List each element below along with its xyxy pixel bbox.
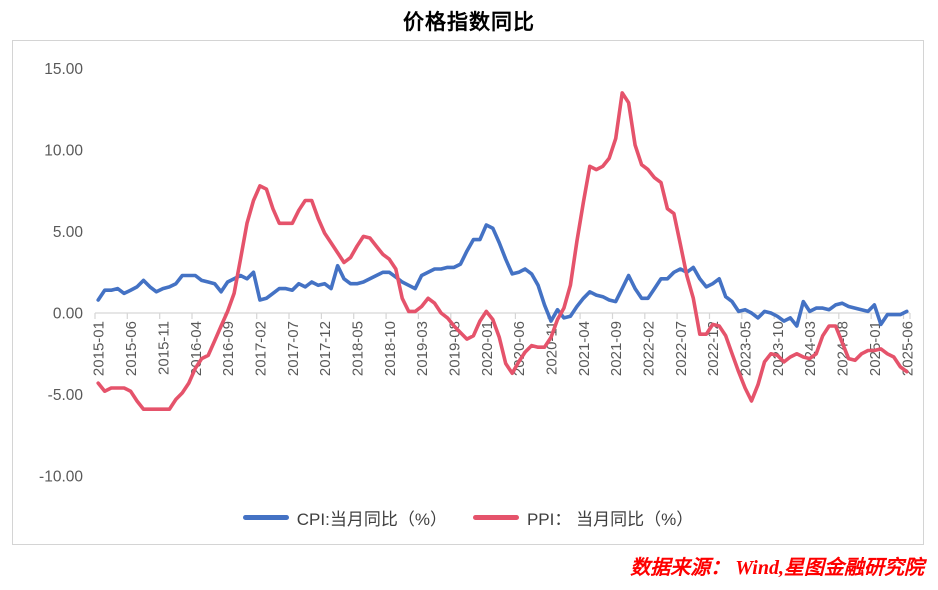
x-tick-label: 2015-11 (155, 321, 172, 375)
ppi-line-swatch (472, 515, 519, 520)
chart-card: 15.00 10.00 5.00 0.00 -5.00 -10.00 2015-01 2015… (12, 40, 924, 545)
x-tick-label: 2022-07 (673, 321, 690, 376)
x-tick-label: 2017-02 (252, 321, 269, 376)
x-tick-label: 2017-07 (285, 321, 302, 376)
x-tick-label: 2025-06 (899, 321, 916, 376)
x-tick-label: 2015-06 (123, 321, 140, 376)
x-tick-label: 2024-03 (802, 321, 819, 376)
x-tick-label: 2017-12 (317, 321, 334, 376)
x-axis-tick-labels: 2015-01 2015-06 2015-11 2016-04 2016-09 2017-… (91, 321, 917, 376)
x-tick-label: 2015-01 (91, 321, 108, 376)
legend-item-cpi: CPI:当月同比（%） (242, 505, 447, 530)
ppi-line (96, 91, 909, 412)
x-tick-label: 2021-09 (608, 321, 625, 376)
legend-label-cpi: CPI:当月同比（%） (296, 510, 447, 529)
x-tick-label: 2019-03 (414, 321, 431, 376)
y-axis-labels: 15.00 10.00 5.00 0.00 -5.00 -10.00 (39, 61, 83, 486)
x-tick-label: 2020-11 (544, 321, 561, 375)
y-tick-label: 15.00 (44, 61, 83, 78)
y-tick-label: 5.00 (53, 224, 84, 241)
x-tick-label: 2016-09 (220, 321, 237, 376)
x-tick-label: 2022-02 (641, 321, 658, 376)
x-tick-label: 2018-10 (382, 321, 399, 376)
y-tick-label: 10.00 (44, 143, 83, 160)
legend-item-ppi: PPI： 当月同比（%） (472, 505, 694, 530)
x-tick-label: 2022-12 (705, 321, 722, 376)
x-tick-label: 2023-05 (738, 321, 755, 376)
source-note: 数据来源： Wind,星图金融研究院 (630, 557, 924, 579)
x-tick-label: 2019-08 (447, 321, 464, 376)
page-title: 价格指数同比 (403, 11, 535, 34)
y-tick-label: -10.00 (39, 469, 83, 486)
y-tick-label: 0.00 (53, 306, 84, 323)
line-chart: 15.00 10.00 5.00 0.00 -5.00 -10.00 2015-01 2015… (39, 61, 917, 486)
y-tick-label: -5.00 (48, 387, 84, 404)
x-tick-label: 2018-05 (350, 321, 367, 376)
x-tick-label: 2023-10 (770, 321, 787, 376)
x-tick-label: 2020-01 (479, 321, 496, 376)
cpi-line (96, 223, 909, 328)
legend: CPI:当月同比（%） PPI： 当月同比（%） (13, 505, 923, 530)
x-tick-label: 2020-06 (511, 321, 528, 376)
legend-label-ppi: PPI： 当月同比（%） (526, 510, 694, 529)
cpi-line-swatch (242, 515, 289, 520)
x-tick-label: 2021-04 (576, 321, 593, 376)
